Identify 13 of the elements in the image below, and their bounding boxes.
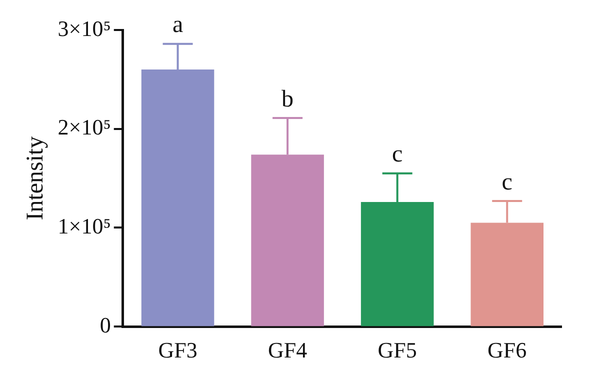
y-tick-label: 1×10⁵ — [58, 214, 111, 239]
x-tick-label: GF5 — [378, 338, 417, 363]
x-tick-label: GF3 — [158, 338, 198, 363]
annotation: b — [282, 86, 294, 112]
y-tick-label: 0 — [100, 312, 111, 338]
y-tick-label: 2×10⁵ — [58, 114, 111, 140]
annotation: a — [172, 12, 184, 38]
x-tick-label: GF6 — [488, 338, 527, 363]
annotation: c — [502, 169, 512, 196]
y-tick-label: 3×10⁵ — [58, 16, 111, 41]
x-tick-label: GF4 — [268, 338, 308, 363]
y-axis-title: Intensity — [22, 136, 49, 220]
annotation: c — [392, 142, 403, 168]
